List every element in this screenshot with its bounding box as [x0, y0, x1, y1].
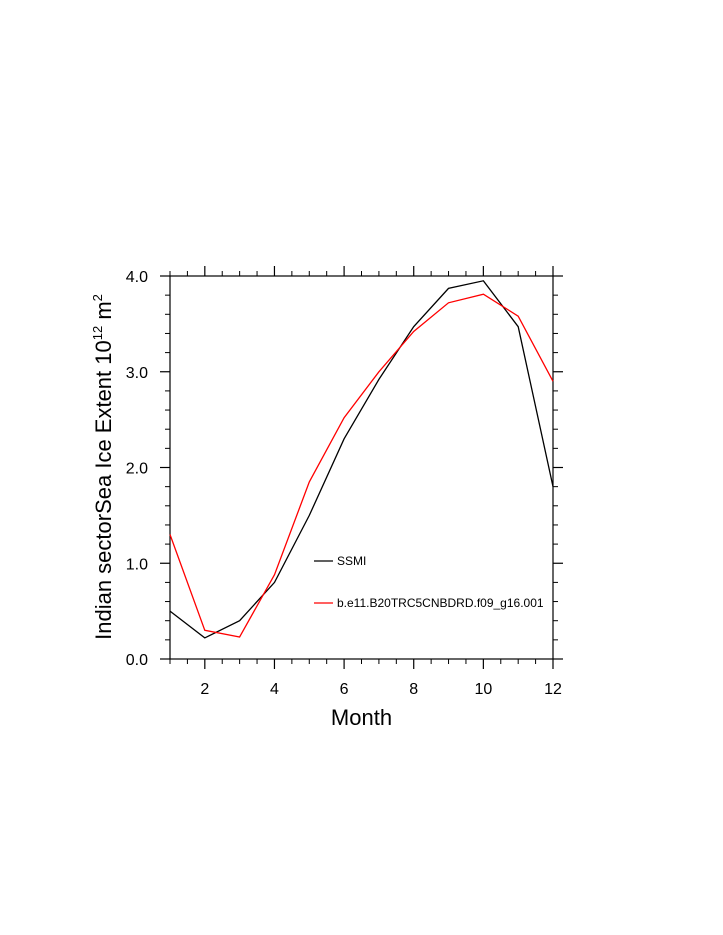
y-axis-title: Indian sectorSea Ice Extent 1012 m2 [90, 294, 116, 640]
y-tick-label: 1.0 [126, 556, 148, 573]
legend-label-ssmi: SSMI [337, 554, 366, 568]
series-line-model [169, 293, 554, 638]
x-tick-label: 10 [474, 681, 492, 698]
axis-ticks [160, 266, 563, 669]
series-lines [169, 280, 554, 639]
series-line-ssmi [169, 280, 554, 639]
y-tick-label: 0.0 [126, 652, 148, 669]
x-tick-label: 6 [340, 681, 349, 698]
x-tick-label: 12 [544, 681, 562, 698]
x-tick-label: 4 [270, 681, 279, 698]
legend-label-model: b.e11.B20TRC5CNBDRD.f09_g16.001 [337, 596, 544, 610]
y-tick-label: 3.0 [126, 365, 148, 382]
axis-tick-labels: 2 4 6 8 10 12 0.0 1.0 2.0 3.0 4.0 [126, 269, 562, 698]
x-tick-label: 2 [200, 681, 209, 698]
y-tick-label: 2.0 [126, 461, 148, 478]
x-tick-label: 8 [409, 681, 418, 698]
legend: SSMI b.e11.B20TRC5CNBDRD.f09_g16.001 [314, 554, 544, 610]
y-tick-label: 4.0 [126, 269, 148, 286]
x-axis-title: Month [331, 705, 392, 730]
